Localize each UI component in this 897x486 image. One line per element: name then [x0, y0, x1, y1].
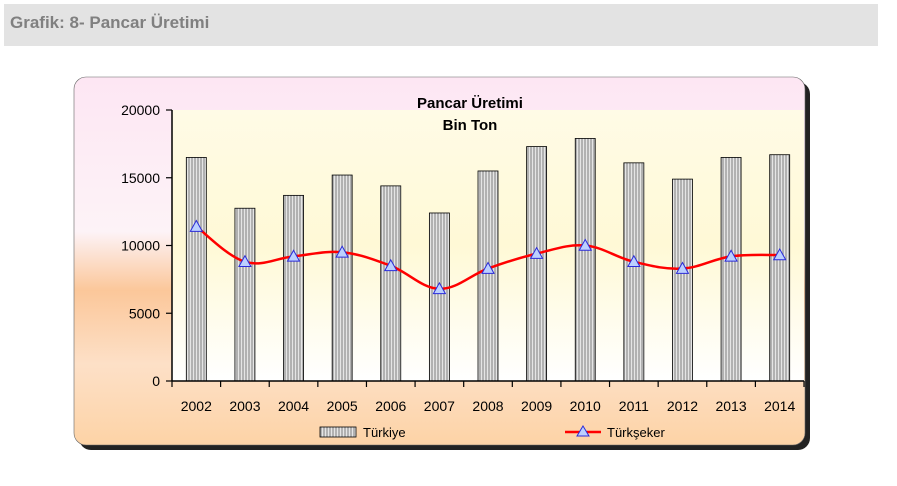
x-tick-label: 2006: [375, 398, 406, 414]
bar-2007: [428, 212, 450, 382]
legend-bar-swatch: [319, 426, 357, 438]
x-tick-label: 2005: [327, 398, 358, 414]
marker-2014: [772, 247, 787, 261]
x-tick-label: 2010: [570, 398, 601, 414]
y-tick-label: 20000: [121, 102, 160, 118]
y-tick-label: 15000: [121, 170, 160, 186]
bar-2004: [283, 194, 304, 382]
legend: Türkiye Türkşeker: [319, 425, 665, 440]
bar-2014: [769, 154, 791, 382]
legend-label-turkiye: Türkiye: [363, 425, 406, 440]
marker-2004: [286, 249, 301, 262]
bar-2010: [574, 138, 596, 382]
bars-layer: [185, 138, 791, 382]
x-tick-label: 2002: [181, 398, 212, 414]
y-tick-label: 0: [152, 373, 160, 389]
header-bar: Grafik: 8- Pancar Üretimi: [4, 4, 878, 46]
legend-label-turkseker: Türkşeker: [607, 425, 665, 440]
y-tick-label: 10000: [121, 238, 160, 254]
x-tick-label: 2008: [472, 398, 503, 414]
bar-2003: [234, 207, 256, 382]
x-tick-label: 2007: [424, 398, 455, 414]
marker-2012: [675, 261, 690, 274]
chart-subtitle: Bin Ton: [443, 117, 498, 134]
x-tick-label: 2004: [278, 398, 309, 414]
legend-marker-icon: [576, 425, 590, 437]
y-tick-label: 5000: [129, 305, 160, 321]
marker-2003: [238, 254, 252, 268]
marker-2008: [481, 261, 495, 274]
bar-2011: [623, 162, 645, 382]
marker-2002: [189, 219, 204, 232]
x-tick-label: 2003: [229, 398, 260, 414]
marker-2011: [626, 254, 641, 268]
bar-2002: [185, 157, 207, 382]
bar-2012: [672, 178, 693, 382]
marker-2005: [335, 245, 350, 258]
header-title: Grafik: 8- Pancar Üretimi: [10, 13, 210, 32]
marker-2006: [383, 258, 398, 272]
marker-2007: [432, 281, 447, 295]
bar-2013: [720, 157, 742, 382]
bar-2009: [526, 146, 548, 382]
x-tick-label: 2011: [619, 398, 649, 414]
marker-2009: [529, 246, 544, 259]
x-tick-label: 2013: [715, 398, 746, 414]
chart-title: Pancar Üretimi: [417, 95, 523, 112]
marker-2010: [578, 238, 593, 251]
bar-2006: [380, 185, 402, 382]
bar-2005: [331, 174, 353, 382]
bar-2008: [477, 170, 499, 382]
x-tick-label: 2009: [521, 398, 552, 414]
x-tick-label: 2014: [764, 398, 795, 414]
marker-2013: [724, 249, 738, 262]
x-tick-label: 2012: [667, 398, 698, 414]
axes-layer: 0 5000 10000 15000 20000 2002 2003 2004 2005 2006…: [121, 102, 805, 414]
line-layer: [189, 219, 787, 295]
